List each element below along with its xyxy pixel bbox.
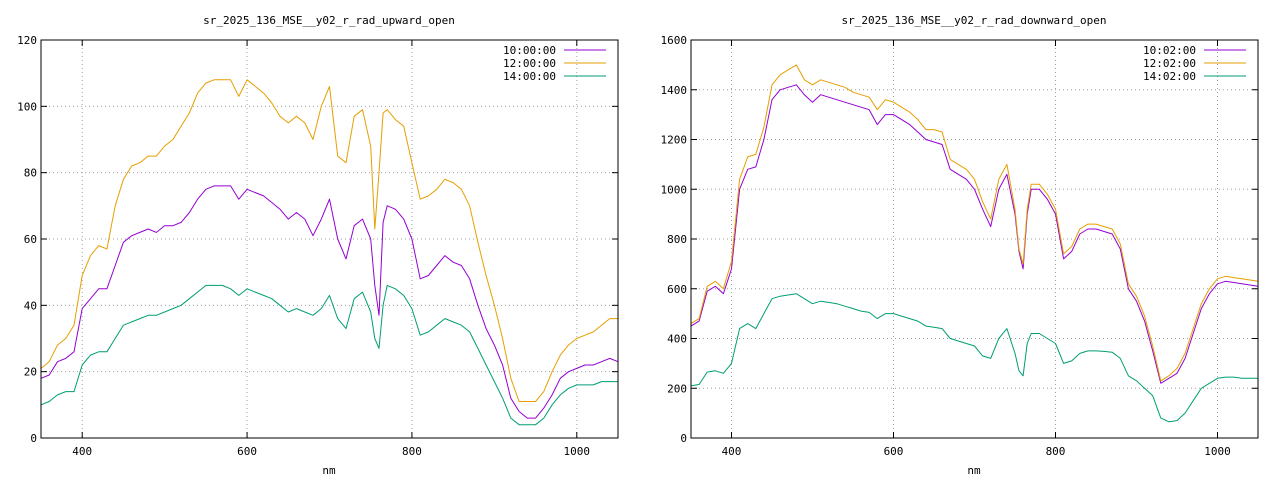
y-tick-label: 1000 [661,183,688,196]
chart-upward: sr_2025_136_MSE__y02_r_rad_upward_open 4… [17,14,619,477]
y-tick-label: 200 [667,382,687,395]
legend-label: 12:00:00 [503,57,556,70]
x-tick-label: 400 [722,445,742,458]
y-tick-label: 60 [24,233,37,246]
legend-label: 14:02:00 [1143,70,1196,83]
x-tick-label: 800 [1046,445,1066,458]
x-tick-label: 600 [884,445,904,458]
series-lines [690,64,1259,423]
axis-ticks: 400 600 800 1000 0 20 40 60 80 100 120 [17,34,618,458]
x-tick-label: 1000 [1204,445,1231,458]
chart-downward: sr_2025_136_MSE__y02_r_rad_downward_open… [661,14,1259,477]
y-tick-label: 400 [667,333,687,346]
y-tick-label: 1200 [661,134,688,147]
y-tick-label: 80 [24,167,37,180]
chart-title: sr_2025_136_MSE__y02_r_rad_downward_open [842,14,1107,27]
x-tick-label: 600 [237,445,257,458]
series-line-2 [690,64,1259,382]
x-tick-label: 1000 [564,445,591,458]
chart-title: sr_2025_136_MSE__y02_r_rad_upward_open [203,14,455,27]
y-tick-label: 20 [24,366,37,379]
series-line-2 [40,79,618,402]
x-tick-label: 400 [72,445,92,458]
x-axis-label: nm [967,464,981,477]
y-tick-label: 1400 [661,84,688,97]
y-tick-label: 800 [667,233,687,246]
grid [691,40,1258,438]
legend-label: 14:00:00 [503,70,556,83]
legend-label: 10:02:00 [1143,44,1196,57]
legend-label: 12:02:00 [1143,57,1196,70]
y-tick-label: 100 [17,100,37,113]
x-tick-label: 800 [402,445,422,458]
series-line-1 [690,84,1259,384]
grid [41,40,618,438]
y-tick-label: 0 [30,432,37,445]
y-tick-label: 40 [24,299,37,312]
series-line-3 [690,293,1258,423]
series-lines [40,79,619,426]
y-tick-label: 1600 [661,34,688,47]
series-line-3 [40,284,618,426]
axis-ticks: 400 600 800 1000 0 200 400 600 800 1000 1200 1400 16… [661,34,1258,458]
legend-label: 10:00:00 [503,44,556,57]
series-line-1 [40,185,619,419]
y-tick-label: 600 [667,283,687,296]
y-tick-label: 0 [680,432,687,445]
x-axis-label: nm [322,464,336,477]
y-tick-label: 120 [17,34,37,47]
